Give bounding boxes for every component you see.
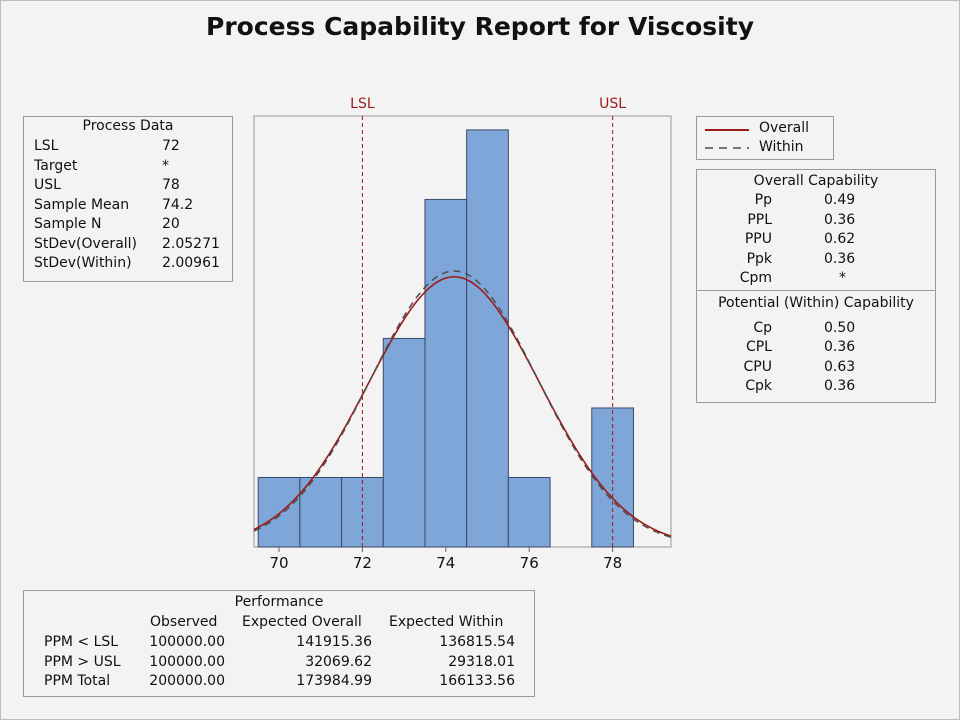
column-header-expected-overall: Expected Overall bbox=[242, 614, 362, 630]
process-data-heading: Process Data bbox=[82, 118, 174, 134]
capability-divider bbox=[697, 290, 935, 291]
within-curve bbox=[253, 270, 672, 539]
performance-cell: 136815.54 bbox=[439, 634, 515, 650]
overall-capability-heading: Overall Capability bbox=[753, 173, 879, 189]
performance-cell: 29318.01 bbox=[448, 654, 515, 670]
overall-curve bbox=[253, 275, 672, 537]
capability-row: Cpk 0.36 bbox=[745, 378, 856, 394]
histogram-bar bbox=[424, 198, 468, 548]
histogram-bar bbox=[382, 337, 426, 548]
performance-cell: 100000.00 bbox=[149, 654, 225, 670]
histogram-bar bbox=[507, 476, 551, 548]
within-line-swatch bbox=[705, 147, 749, 149]
report-title: Process Capability Report for Viscosity bbox=[206, 12, 754, 41]
legend-item-overall: Overall bbox=[703, 119, 831, 138]
legend-label: Within bbox=[759, 139, 804, 155]
capability-row: CPL 0.36 bbox=[745, 339, 856, 355]
overall-line-swatch bbox=[705, 129, 749, 131]
legend-item-within: Within bbox=[703, 138, 831, 157]
performance-cell: 173984.99 bbox=[296, 673, 372, 689]
performance-cell: 100000.00 bbox=[149, 634, 225, 650]
within-capability-heading: Potential (Within) Capability bbox=[718, 295, 914, 311]
capability-row: CPU 0.63 bbox=[743, 359, 856, 375]
x-tick-label: 70 bbox=[269, 554, 288, 572]
capability-row: PPU 0.62 bbox=[744, 231, 856, 247]
capability-box: Overall Capability Pp 0.49 PPL 0.36 PPU 0.6… bbox=[696, 169, 936, 403]
performance-heading: Performance bbox=[234, 594, 324, 610]
histogram-bar bbox=[591, 407, 634, 548]
x-tick-label: 78 bbox=[603, 554, 622, 572]
legend-box: Overall Within bbox=[696, 116, 834, 160]
histogram-bar bbox=[466, 129, 509, 548]
x-tick-label: 76 bbox=[520, 554, 539, 572]
x-tick-label: 74 bbox=[436, 554, 455, 572]
performance-row-label: PPM > USL bbox=[44, 654, 121, 670]
process-data-box: Process Data LSL 72 Target * USL 78 Sample … bbox=[23, 116, 233, 282]
performance-row-label: PPM Total bbox=[44, 673, 111, 689]
capability-row: Ppk 0.36 bbox=[746, 251, 856, 267]
performance-cell: 32069.62 bbox=[305, 654, 372, 670]
performance-cell: 200000.00 bbox=[149, 673, 225, 689]
column-header-expected-within: Expected Within bbox=[389, 614, 504, 630]
performance-cell: 166133.56 bbox=[439, 673, 515, 689]
histogram-bar bbox=[299, 476, 343, 548]
legend-label: Overall bbox=[759, 120, 810, 136]
capability-row: Pp 0.49 bbox=[754, 192, 856, 208]
performance-box: Performance Observed Expected Overall Ex… bbox=[23, 590, 535, 697]
capability-row: Cpm * bbox=[739, 270, 846, 286]
column-header-observed: Observed bbox=[150, 614, 218, 630]
spec-limit-label: LSL bbox=[350, 96, 375, 112]
spec-limit-label: USL bbox=[599, 96, 626, 112]
capability-row: Cp 0.50 bbox=[753, 320, 856, 336]
performance-cell: 141915.36 bbox=[296, 634, 372, 650]
capability-row: PPL 0.36 bbox=[747, 212, 856, 228]
histogram-bar bbox=[257, 476, 301, 548]
performance-row-label: PPM < LSL bbox=[44, 634, 119, 650]
x-tick-label: 72 bbox=[353, 554, 372, 572]
